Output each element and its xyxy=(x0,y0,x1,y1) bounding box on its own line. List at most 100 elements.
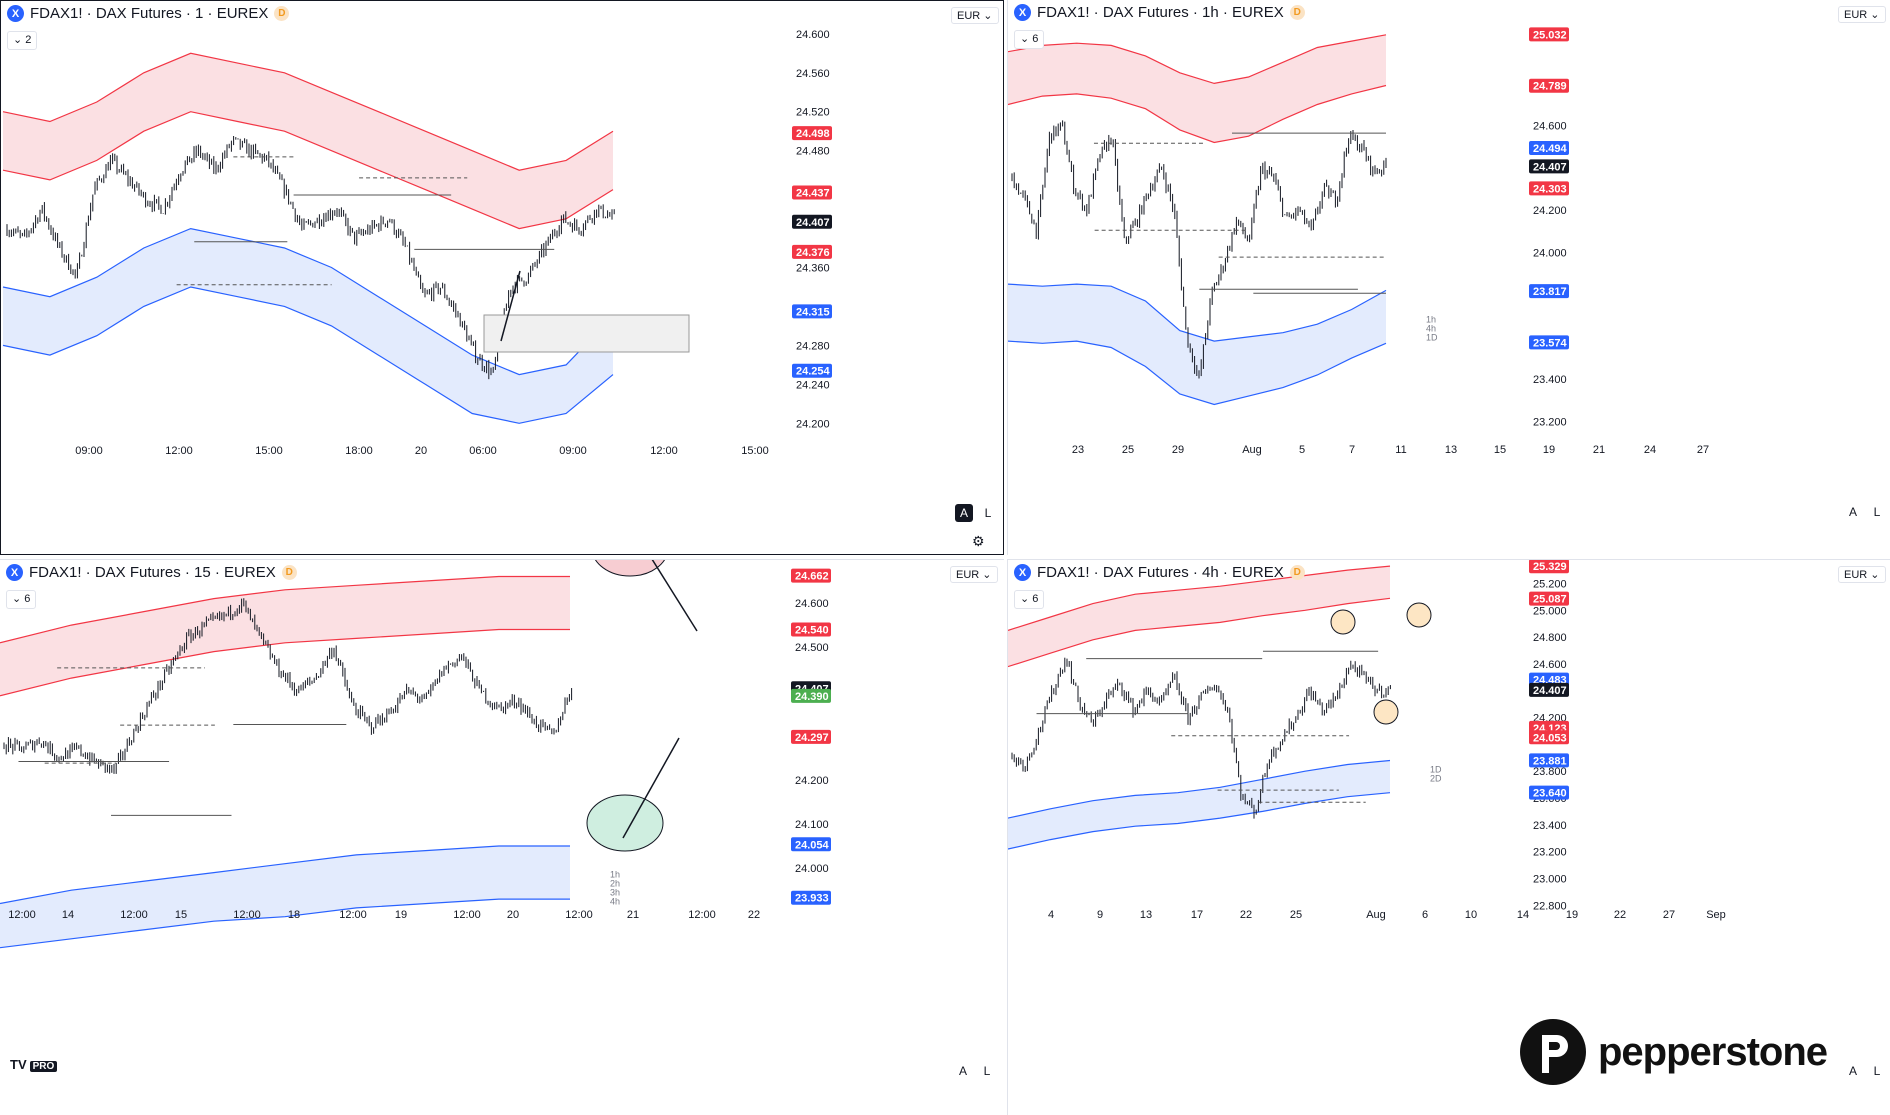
price-tag-label: 24.254 xyxy=(796,366,831,378)
price-tag-label: 24.407 xyxy=(1533,685,1567,697)
indicators-toggle[interactable]: ⌄ 6 xyxy=(1014,30,1045,49)
down-arrow xyxy=(651,560,698,632)
price-tag-label: 24.390 xyxy=(795,691,829,703)
delayed-badge: D xyxy=(1289,5,1305,20)
price-tag-label: 24.054 xyxy=(795,839,830,851)
price-tag-label: 23.640 xyxy=(1533,788,1567,800)
price-tag-red xyxy=(792,185,832,200)
chart-canvas-1h[interactable]: 24.600 24.200 24.000 23.400 23.200 25.032 24.7… xyxy=(1008,0,1890,555)
y-tick-label: 24.000 xyxy=(1533,247,1567,259)
log-scale-button[interactable]: L xyxy=(1873,505,1881,519)
price-tag-blue xyxy=(1529,785,1569,800)
log-scale-button[interactable]: L xyxy=(983,1064,991,1078)
y-tick-label: 24.480 xyxy=(796,146,830,158)
x-tick-label: 12:00 xyxy=(8,909,36,921)
chart-panel-15m[interactable]: 24.600 24.500 24.200 24.100 24.000 24.662 24.5… xyxy=(0,559,1004,1115)
indicators-toggle[interactable]: ⌄ 6 xyxy=(6,590,37,609)
y-tick-label: 24.280 xyxy=(796,340,830,352)
price-tag-label: 24.498 xyxy=(796,128,830,140)
level-marker-label: 1D xyxy=(1430,765,1442,775)
level-marker-label: 4h xyxy=(610,897,620,907)
price-tag-blue xyxy=(792,304,832,319)
x-tick-label: 19 xyxy=(1543,444,1555,456)
auto-scale-button[interactable]: A xyxy=(1848,1064,1857,1078)
y-tick-label: 23.200 xyxy=(1533,847,1567,859)
symbol-title[interactable]: FDAX1! · DAX Futures · 1 · EUREX xyxy=(30,5,269,22)
x-tick-label: 25 xyxy=(1290,909,1302,921)
x-tick-label: 19 xyxy=(395,909,407,921)
price-tag-label: 24.297 xyxy=(795,732,829,744)
chart-legend: X FDAX1! · DAX Futures · 1h · EUREX D xyxy=(1014,4,1305,21)
brand-name: pepperstone xyxy=(1598,1029,1828,1074)
y-tick-label: 23.800 xyxy=(1533,766,1567,778)
currency-select[interactable]: EUR ⌄ xyxy=(1838,566,1886,583)
settings-gear-icon[interactable]: ⚙ xyxy=(972,533,985,549)
log-scale-button[interactable]: L xyxy=(1873,1064,1881,1078)
lower-band-fill xyxy=(1008,284,1386,405)
price-tag-label: 24.407 xyxy=(796,217,830,229)
auto-scale-button[interactable]: A xyxy=(958,1064,967,1078)
x-tick-label: 19 xyxy=(1566,909,1578,921)
price-tag-label: 23.933 xyxy=(795,893,829,905)
chart-canvas-1m[interactable]: 24.600 24.560 24.520 24.480 24.360 24.280 24.2… xyxy=(1,1,1004,555)
level-marker-label: 4h xyxy=(1426,323,1436,333)
x-tick-label: 9 xyxy=(1097,909,1103,921)
currency-select[interactable]: EUR ⌄ xyxy=(951,7,999,24)
price-tag-red xyxy=(791,568,831,583)
tv-pro-badge: PRO xyxy=(29,1061,58,1072)
auto-scale-button[interactable]: A xyxy=(955,504,973,522)
price-tag-red xyxy=(1529,591,1569,606)
price-tag-blue xyxy=(792,363,832,378)
price-tag-red xyxy=(791,729,831,744)
symbol-title[interactable]: FDAX1! · DAX Futures · 1h · EUREX xyxy=(1037,4,1284,21)
upper-band-inner-line xyxy=(1008,84,1387,144)
x-tick-label: 15:00 xyxy=(255,445,283,457)
price-tag-last xyxy=(1529,682,1569,697)
currency-select[interactable]: EUR ⌄ xyxy=(950,566,998,583)
price-tag-label: 25.087 xyxy=(1533,594,1567,606)
auto-scale-button[interactable]: A xyxy=(1848,505,1857,519)
upper-band-fill xyxy=(1008,566,1390,667)
chart-canvas-4h[interactable]: 25.20025.00024.80024.60024.20023.80023.6… xyxy=(1008,560,1890,1115)
x-tick-label: 6 xyxy=(1422,909,1428,921)
price-tag-label: 24.376 xyxy=(796,247,830,259)
x-tick-label: 10 xyxy=(1465,909,1477,921)
log-scale-button[interactable]: L xyxy=(984,506,992,520)
upper-band-inner-line xyxy=(0,628,570,697)
price-tag-label: 23.881 xyxy=(1533,755,1567,767)
price-tag-blue xyxy=(1529,335,1569,350)
price-tag-label: 24.303 xyxy=(1533,183,1567,195)
x-tick-label: 12:00 xyxy=(339,909,367,921)
currency-select[interactable]: EUR ⌄ xyxy=(1838,6,1886,23)
chart-panel-1m[interactable]: 24.600 24.560 24.520 24.480 24.360 24.280 24.2… xyxy=(0,0,1004,555)
lower-band-inner-line xyxy=(0,898,570,949)
chart-canvas-15m[interactable]: 24.600 24.500 24.200 24.100 24.000 24.662 24.5… xyxy=(0,560,1004,1115)
chart-panel-1h[interactable]: 24.600 24.200 24.000 23.400 23.200 25.032 24.7… xyxy=(1007,0,1890,555)
symbol-icon: X xyxy=(7,5,24,22)
price-tag-blue xyxy=(791,837,831,852)
symbol-title[interactable]: FDAX1! · DAX Futures · 4h · EUREX xyxy=(1037,564,1284,581)
chart-panel-4h[interactable]: 25.20025.00024.80024.60024.20023.80023.6… xyxy=(1007,559,1890,1115)
currency-label: EUR xyxy=(956,569,980,581)
price-tag-red xyxy=(792,126,832,141)
symbol-title[interactable]: FDAX1! · DAX Futures · 15 · EUREX xyxy=(29,564,276,581)
level-lines xyxy=(18,667,347,816)
x-tick-label: 12:00 xyxy=(650,445,678,457)
indicators-toggle[interactable]: ⌄ 6 xyxy=(1014,590,1045,609)
lower-band-fill xyxy=(3,228,613,424)
price-tag-blue xyxy=(791,890,831,905)
price-tag-label: 24.494 xyxy=(1533,143,1568,155)
x-tick-label: 12:00 xyxy=(233,909,261,921)
candles xyxy=(6,136,615,380)
delayed-badge: D xyxy=(1289,565,1305,580)
x-tick-label: 12:00 xyxy=(688,909,716,921)
y-tick-label: 23.400 xyxy=(1533,374,1567,386)
x-tick-label: 12:00 xyxy=(565,909,593,921)
y-tick-label: 24.200 xyxy=(795,775,829,787)
y-tick-label: 24.000 xyxy=(795,863,829,875)
x-tick-label: Aug xyxy=(1366,909,1386,921)
indicators-count: 6 xyxy=(1032,33,1039,45)
indicators-toggle[interactable]: ⌄ 2 xyxy=(7,31,38,50)
x-tick-label: 12:00 xyxy=(453,909,481,921)
upper-band-outer-line xyxy=(1008,565,1391,631)
